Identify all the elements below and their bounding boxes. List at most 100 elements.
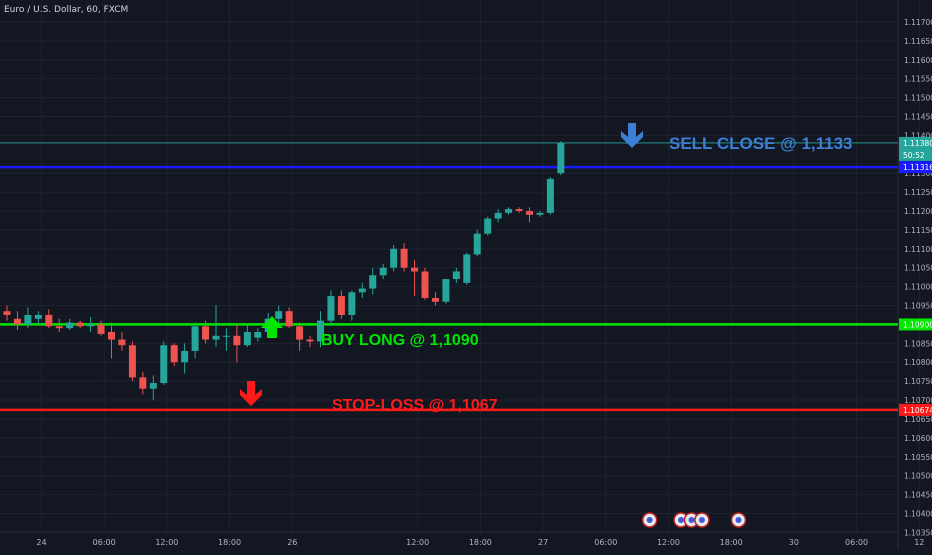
candle [317,311,324,348]
candle-body [369,275,377,289]
candle-body [473,233,481,255]
candle-body [526,211,533,215]
event-marker-dot [678,517,685,523]
candle-body [254,331,262,338]
candle [55,318,63,332]
candle [536,211,544,217]
x-tick-label: 12:00 [657,538,680,547]
symbol-label: Euro / U.S. Dollar, 60, FXCM [4,5,129,15]
candle-body [348,292,356,315]
candle [306,335,314,348]
y-tick-label: 1.11100 [904,245,932,254]
candle-body [128,345,136,378]
candle [505,207,513,215]
candle-body [515,209,523,212]
candle [421,267,429,300]
x-tick-label: 26 [287,538,297,547]
y-tick-label: 1.11050 [904,264,932,273]
candle [97,320,105,336]
buy-long-arrow-icon [261,316,283,338]
event-marker-icon [730,512,747,528]
x-tick-label: 12:00 [406,538,429,547]
price-badge-label: 1.11380 [903,139,932,148]
candle-body [494,212,502,219]
y-tick-label: 1.11250 [904,188,932,197]
candle-body [149,383,157,389]
candle [526,207,533,223]
candle [275,305,283,325]
candle [3,305,11,321]
y-tick-label: 1.10450 [904,491,932,500]
candle-body [87,324,95,327]
candle [45,309,53,329]
candle-body [317,320,324,342]
candle-body [431,297,439,302]
candle-body [3,311,11,315]
candle-body [45,314,53,327]
candle-body [390,248,398,268]
candle-body [557,142,565,174]
candle-body [442,279,450,302]
candle-body [285,311,293,327]
candle-body [222,335,230,337]
x-tick-label: 27 [538,538,548,547]
candle-body [536,212,544,215]
y-tick-label: 1.10550 [904,453,932,462]
candle-body [505,209,513,213]
candle-body [97,324,105,334]
candle [390,245,398,272]
y-tick-label: 1.11650 [904,37,932,46]
y-tick-label: 1.11700 [904,18,932,27]
candle-body [400,248,408,268]
candle-body [118,339,126,346]
price-badge [899,318,932,331]
candle [233,324,241,363]
candle [473,229,481,257]
candle-body [24,314,32,325]
candle [202,320,210,344]
y-tick-label: 1.11450 [904,112,932,121]
candle [191,322,199,359]
event-marker-icon [641,512,658,528]
y-tick-label: 1.10750 [904,377,932,386]
candle [160,341,168,385]
candle [358,282,366,298]
x-tick-label: 12 [914,538,924,547]
candle [24,307,32,329]
candles-group [3,141,565,401]
y-tick-label: 1.10350 [904,528,932,537]
x-tick-label: 06:00 [93,538,116,547]
countdown-badge [899,148,932,161]
event-marker-dot [646,517,653,523]
candle-body [546,178,554,213]
candle [337,290,345,319]
event-marker-dot [735,517,742,523]
grid-group [0,0,920,533]
candle [254,328,262,342]
candle-body [160,345,168,384]
price-badge [899,403,932,416]
candle [452,267,460,283]
candle [442,279,450,304]
event-marker-icon [673,512,689,528]
candle-body [306,339,314,342]
y-tick-label: 1.11150 [904,226,932,235]
candle [108,322,115,359]
y-tick-label: 1.11300 [904,169,932,178]
candle [149,375,157,401]
candle [348,290,356,321]
candle-body [296,326,304,340]
candle-body [327,296,335,321]
stop-loss-arrow-icon [240,381,262,406]
candle [515,207,523,213]
x-tick-label: 18:00 [720,538,743,547]
price-badge [899,136,932,149]
x-tick-label: 24 [36,538,46,547]
candle-body [233,335,241,346]
candle [66,318,74,331]
y-tick-label: 1.10700 [904,396,932,405]
candle [243,324,251,348]
price-badge-label: 1.11316 [903,163,932,172]
